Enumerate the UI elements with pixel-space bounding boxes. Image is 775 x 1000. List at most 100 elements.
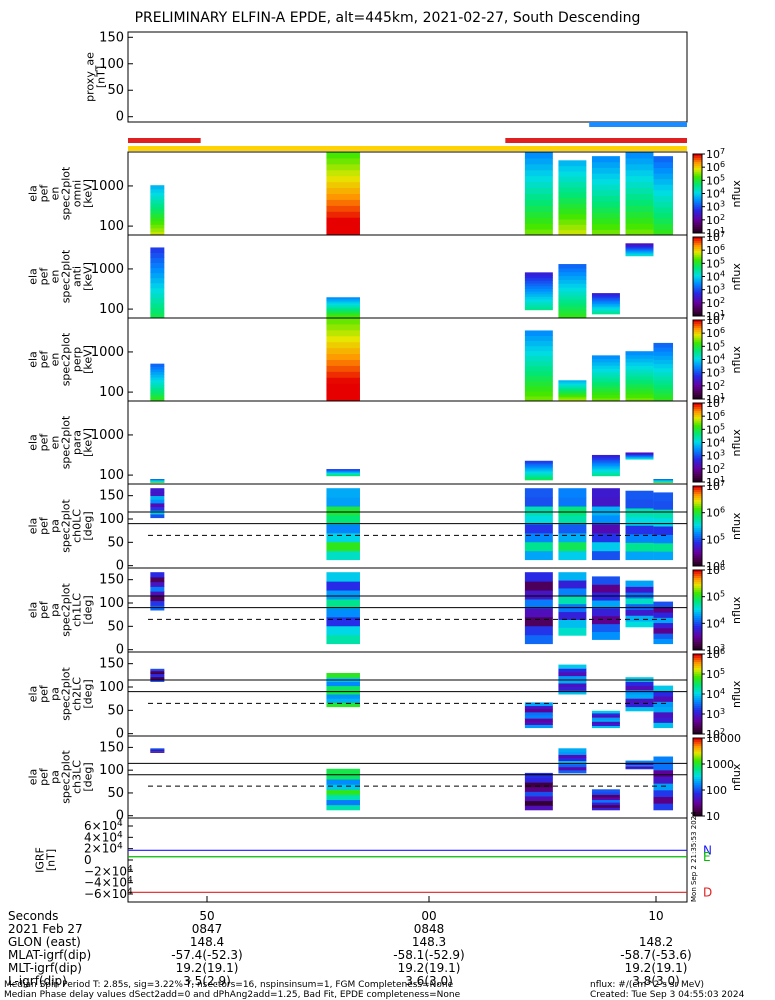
colorbar-cell	[693, 438, 702, 442]
colorbar-cell	[693, 598, 702, 601]
colorbar-cell	[693, 393, 702, 396]
colorbar-cell	[693, 434, 702, 438]
colorbar-cell	[693, 312, 702, 315]
colorbar-cell	[693, 749, 702, 753]
pitch-bin	[591, 541, 620, 552]
colorbar-cell	[693, 159, 702, 163]
energy-bin	[558, 396, 587, 399]
energy-bin	[524, 169, 553, 177]
colorbar-cell	[693, 710, 702, 713]
colorbar-cell	[693, 802, 702, 805]
colorbar-cell	[693, 792, 702, 796]
colorbar-cell	[693, 237, 702, 240]
pitch-bin	[591, 794, 620, 798]
pitch-bin	[150, 671, 165, 675]
ylabel-line: pef	[38, 767, 51, 786]
colorbar-cell	[693, 189, 702, 193]
energy-bin	[653, 161, 674, 168]
energy-bin	[591, 468, 620, 471]
energy-bin	[150, 376, 165, 381]
colorbar-cell	[693, 242, 702, 246]
colorbar-cell	[693, 498, 702, 501]
colorbar-cell	[693, 804, 702, 807]
pitch-bin	[653, 627, 674, 634]
colorbar-cell	[693, 706, 702, 709]
colorbar-cell	[693, 167, 702, 171]
energy-bin	[653, 156, 674, 163]
ylabel-line: en	[49, 353, 62, 367]
energy-bin	[558, 306, 587, 311]
colorbar-cell	[693, 728, 702, 731]
colorbar-cell	[693, 666, 702, 669]
energy-bin	[653, 347, 674, 352]
energy-bin	[524, 464, 553, 467]
pitch-bin	[150, 576, 165, 583]
colorbar-cell	[693, 548, 702, 551]
ylabel-line: spec2plot	[60, 332, 73, 386]
energy-bin	[326, 229, 360, 236]
pitch-bin	[653, 776, 674, 784]
pitch-bin	[524, 634, 553, 645]
pitch-bin	[150, 749, 165, 751]
colorbar-tick-label: 106	[706, 160, 725, 174]
ylabel-line: pa	[49, 770, 62, 784]
colorbar-cell	[693, 700, 702, 703]
energy-bin	[591, 374, 620, 379]
igrf-ytick-label: 4×104	[84, 830, 123, 844]
pitch-bin	[524, 702, 553, 707]
pitch-bin	[653, 722, 674, 729]
energy-bin	[625, 217, 654, 224]
pitch-bin	[653, 803, 674, 811]
colorbar-cell	[693, 812, 702, 815]
xaxis-row-value: 19.2(19.1)	[397, 961, 461, 975]
colorbar-cell	[693, 171, 702, 175]
colorbar-cell	[693, 759, 702, 762]
colorbar-cell	[693, 199, 702, 202]
igrf-ytick-label: −2×104	[84, 864, 133, 878]
pitch-bin	[591, 623, 620, 633]
pitch-bin	[591, 799, 620, 803]
energy-bin	[150, 390, 165, 394]
colorbar-cell	[693, 339, 702, 343]
energy-bin	[524, 211, 553, 218]
colorbar-label: nflux	[730, 680, 743, 708]
pitch-bin	[150, 572, 165, 578]
energy-bin	[558, 298, 587, 304]
energy-bin	[326, 371, 360, 378]
energy-bin	[653, 189, 674, 197]
energy-bin	[653, 184, 674, 191]
energy-bin	[326, 301, 360, 304]
energy-bin	[150, 312, 165, 319]
colorbar-cell	[693, 522, 702, 525]
colorbar-cell	[693, 684, 702, 687]
pitch-bin	[625, 702, 654, 708]
pitch-bin	[558, 754, 587, 759]
energy-bin	[524, 385, 553, 392]
energy-bin	[625, 251, 654, 253]
pitch-bin	[326, 784, 360, 790]
energy-bin	[524, 475, 553, 478]
colorbar-cell	[693, 454, 702, 457]
colorbar-cell	[693, 430, 702, 434]
colorbar-cell	[693, 450, 702, 453]
status-bar-blue	[589, 122, 687, 127]
colorbar-cell	[693, 745, 702, 749]
energy-bin	[625, 253, 654, 255]
pitch-bin	[558, 627, 587, 636]
energy-bin	[591, 294, 620, 297]
energy-bin	[150, 195, 165, 200]
energy-bin	[326, 175, 360, 183]
xaxis-row-value: 10	[648, 909, 664, 923]
energy-bin	[625, 169, 654, 177]
pitch-bin	[558, 751, 587, 755]
colorbar-cell	[693, 584, 702, 587]
pitch-bin	[653, 509, 674, 519]
colorbar-tick-label: 10000	[706, 732, 741, 745]
colorbar-tick-label: 104	[706, 616, 725, 630]
colorbar-cell	[693, 530, 702, 533]
colorbar-cell	[693, 363, 702, 366]
energy-bin	[150, 231, 165, 236]
colorbar-cell	[693, 385, 702, 388]
energy-bin	[625, 187, 654, 194]
energy-bin	[625, 254, 654, 257]
